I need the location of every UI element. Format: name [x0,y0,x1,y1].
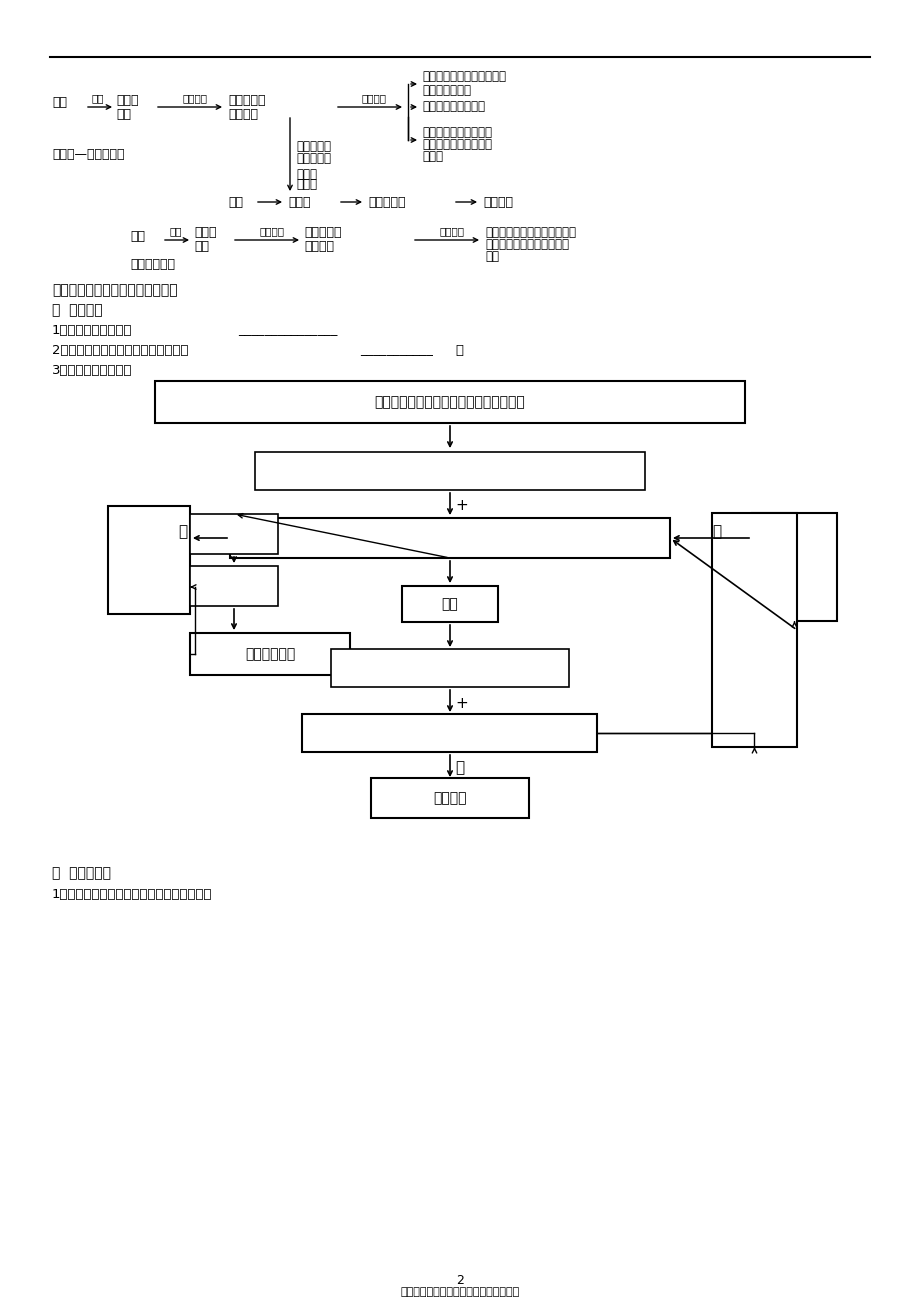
Text: 3、具体过程：请填空: 3、具体过程：请填空 [52,363,132,376]
Text: －: － [455,760,463,776]
Text: 肾上腺：分泌肾上腺素: 肾上腺：分泌肾上腺素 [422,126,492,139]
Text: 一  基础填空: 一 基础填空 [52,303,103,316]
Text: －: － [711,525,720,539]
Text: 增加。: 增加。 [422,151,443,164]
Text: 二  思考提升：: 二 思考提升： [52,866,111,880]
Text: 主动饮水补水: 主动饮水补水 [244,647,295,661]
Text: 腺激素: 腺激素 [296,177,317,190]
Text: 2、水盐平衡调节的意义：维持体液的: 2、水盐平衡调节的意义：维持体液的 [52,344,188,357]
Text: 饮水不足、体内失水过多或吃的食物过咸: 饮水不足、体内失水过多或吃的食物过咸 [374,395,525,409]
Text: 骨骼肌：不自主战栗: 骨骼肌：不自主战栗 [422,100,484,113]
Bar [370,779,528,818]
Text: 垂体: 垂体 [441,598,458,611]
Text: 2: 2 [456,1273,463,1286]
Text: 汗腺分泌汗液增加，立毛肌: 汗腺分泌汗液增加，立毛肌 [484,237,568,250]
Bar [230,518,669,559]
Text: 炎热: 炎热 [130,229,145,242]
Text: 代谢增强: 代谢增强 [482,195,513,208]
Text: _______________: _______________ [238,323,337,336]
Text: －: － [177,525,187,539]
Text: 素释放激素: 素释放激素 [296,152,331,165]
Bar [190,633,349,674]
Text: 1、人体的水有哪些来源？水的去路有哪些？: 1、人体的水有哪些来源？水的去路有哪些？ [52,888,212,901]
Text: 传入神经: 传入神经 [183,92,208,103]
Text: 增加，代谢增强，产热: 增加，代谢增强，产热 [422,138,492,151]
Text: 垂体: 垂体 [228,195,243,208]
Text: 冷觉感: 冷觉感 [116,94,139,107]
Bar [751,513,836,621]
Text: 刺激: 刺激 [92,92,105,103]
Bar [255,452,644,490]
Text: 知识点三：人体的水盐平衡的调节: 知识点三：人体的水盐平衡的调节 [52,283,177,297]
Text: 传出神经: 传出神经 [361,92,387,103]
Text: 促甲状: 促甲状 [296,168,317,181]
Text: 调节中枢: 调节中枢 [303,241,334,254]
Text: 调节中枢: 调节中枢 [228,108,257,121]
Text: +: + [455,695,467,711]
Text: 尿量减少: 尿量减少 [433,792,466,805]
Bar [711,513,796,747]
Text: ___________: ___________ [359,344,433,357]
Bar [154,381,744,423]
Text: 下丘脑体温: 下丘脑体温 [303,227,341,240]
Text: 刺激: 刺激 [170,227,182,236]
Text: 甲状腺激素: 甲状腺激素 [368,195,405,208]
Text: 传入神经: 传入神经 [260,227,285,236]
Text: 少，立毛肌收缩: 少，立毛肌收缩 [422,85,471,98]
Bar [190,514,278,553]
Text: 下丘脑体温: 下丘脑体温 [228,94,266,107]
Text: 寒冷: 寒冷 [52,96,67,109]
Text: 传出神经: 传出神经 [439,227,464,236]
Text: 1、水平衡调节中枢在: 1、水平衡调节中枢在 [52,323,132,336]
Bar [190,566,278,605]
Bar [402,586,497,622]
Text: 舒张: 舒张 [484,250,498,263]
Text: 。: 。 [455,344,462,357]
Text: +: + [455,499,467,513]
Text: 甲状腺: 甲状腺 [288,195,311,208]
Bar [331,648,568,687]
Text: 促甲状腺激: 促甲状腺激 [296,141,331,154]
Text: （神经—体液调节）: （神经—体液调节） [52,147,124,160]
Text: 皮肤：血管收缩，血流量减: 皮肤：血管收缩，血流量减 [422,70,505,83]
Bar [108,506,190,615]
Bar [302,713,596,753]
Text: 皮肤：血管舒张，血流量增加: 皮肤：血管舒张，血流量增加 [484,225,575,238]
Text: 受器: 受器 [116,108,130,121]
Text: 温觉感: 温觉感 [194,227,216,240]
Text: 第二章第３节神经调节与体液调节的关系: 第二章第３节神经调节与体液调节的关系 [400,1286,519,1297]
Text: 受器: 受器 [194,241,209,254]
Text: （神经调节）: （神经调节） [130,258,175,271]
